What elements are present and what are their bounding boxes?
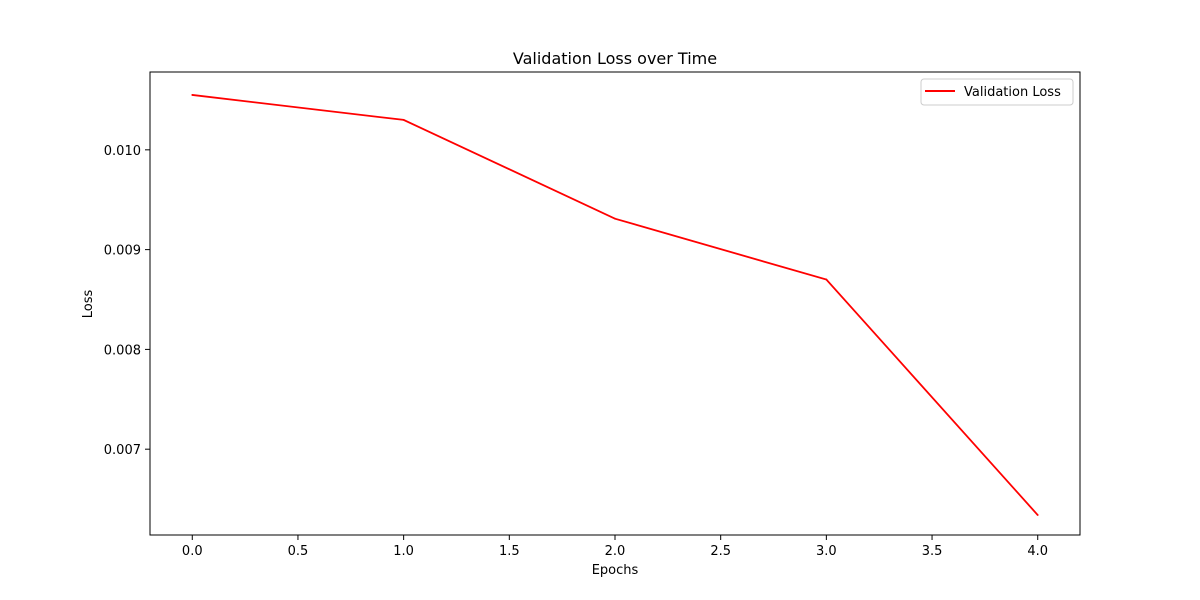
x-axis-label: Epochs [592,563,639,578]
data-point [825,278,828,281]
y-tick-label: 0.009 [104,244,141,259]
x-tick-label: 3.5 [922,544,943,559]
x-tick-label: 2.5 [710,544,731,559]
y-tick-label: 0.007 [104,443,141,458]
data-point [402,118,405,121]
x-tick-label: 2.0 [605,544,626,559]
x-tick-label: 0.5 [288,544,309,559]
series-layer [191,94,1039,516]
legend-box [920,78,1074,106]
x-tick-label: 3.0 [816,544,837,559]
data-point [1036,514,1039,516]
x-axis: 0.0 0.5 1.0 1.5 2.0 2.5 3.0 3.5 4.0 [182,535,1048,559]
y-axis-label: Loss [81,290,96,319]
x-tick-label: 0.0 [182,544,203,559]
legend-label-validation-loss: Validation Loss [964,85,1061,100]
data-point [614,217,616,220]
y-tick-label: 0.010 [104,144,141,159]
x-tick-label: 1.0 [393,544,414,559]
chart-title: Validation Loss over Time [513,49,717,68]
x-tick-label: 1.5 [499,544,520,559]
y-tick-label: 0.008 [104,343,141,358]
legend: Validation Loss [920,78,1074,106]
x-tick-label: 4.0 [1027,544,1048,559]
y-axis: 0.007 0.008 0.009 0.010 [104,144,150,458]
data-point [191,94,194,96]
